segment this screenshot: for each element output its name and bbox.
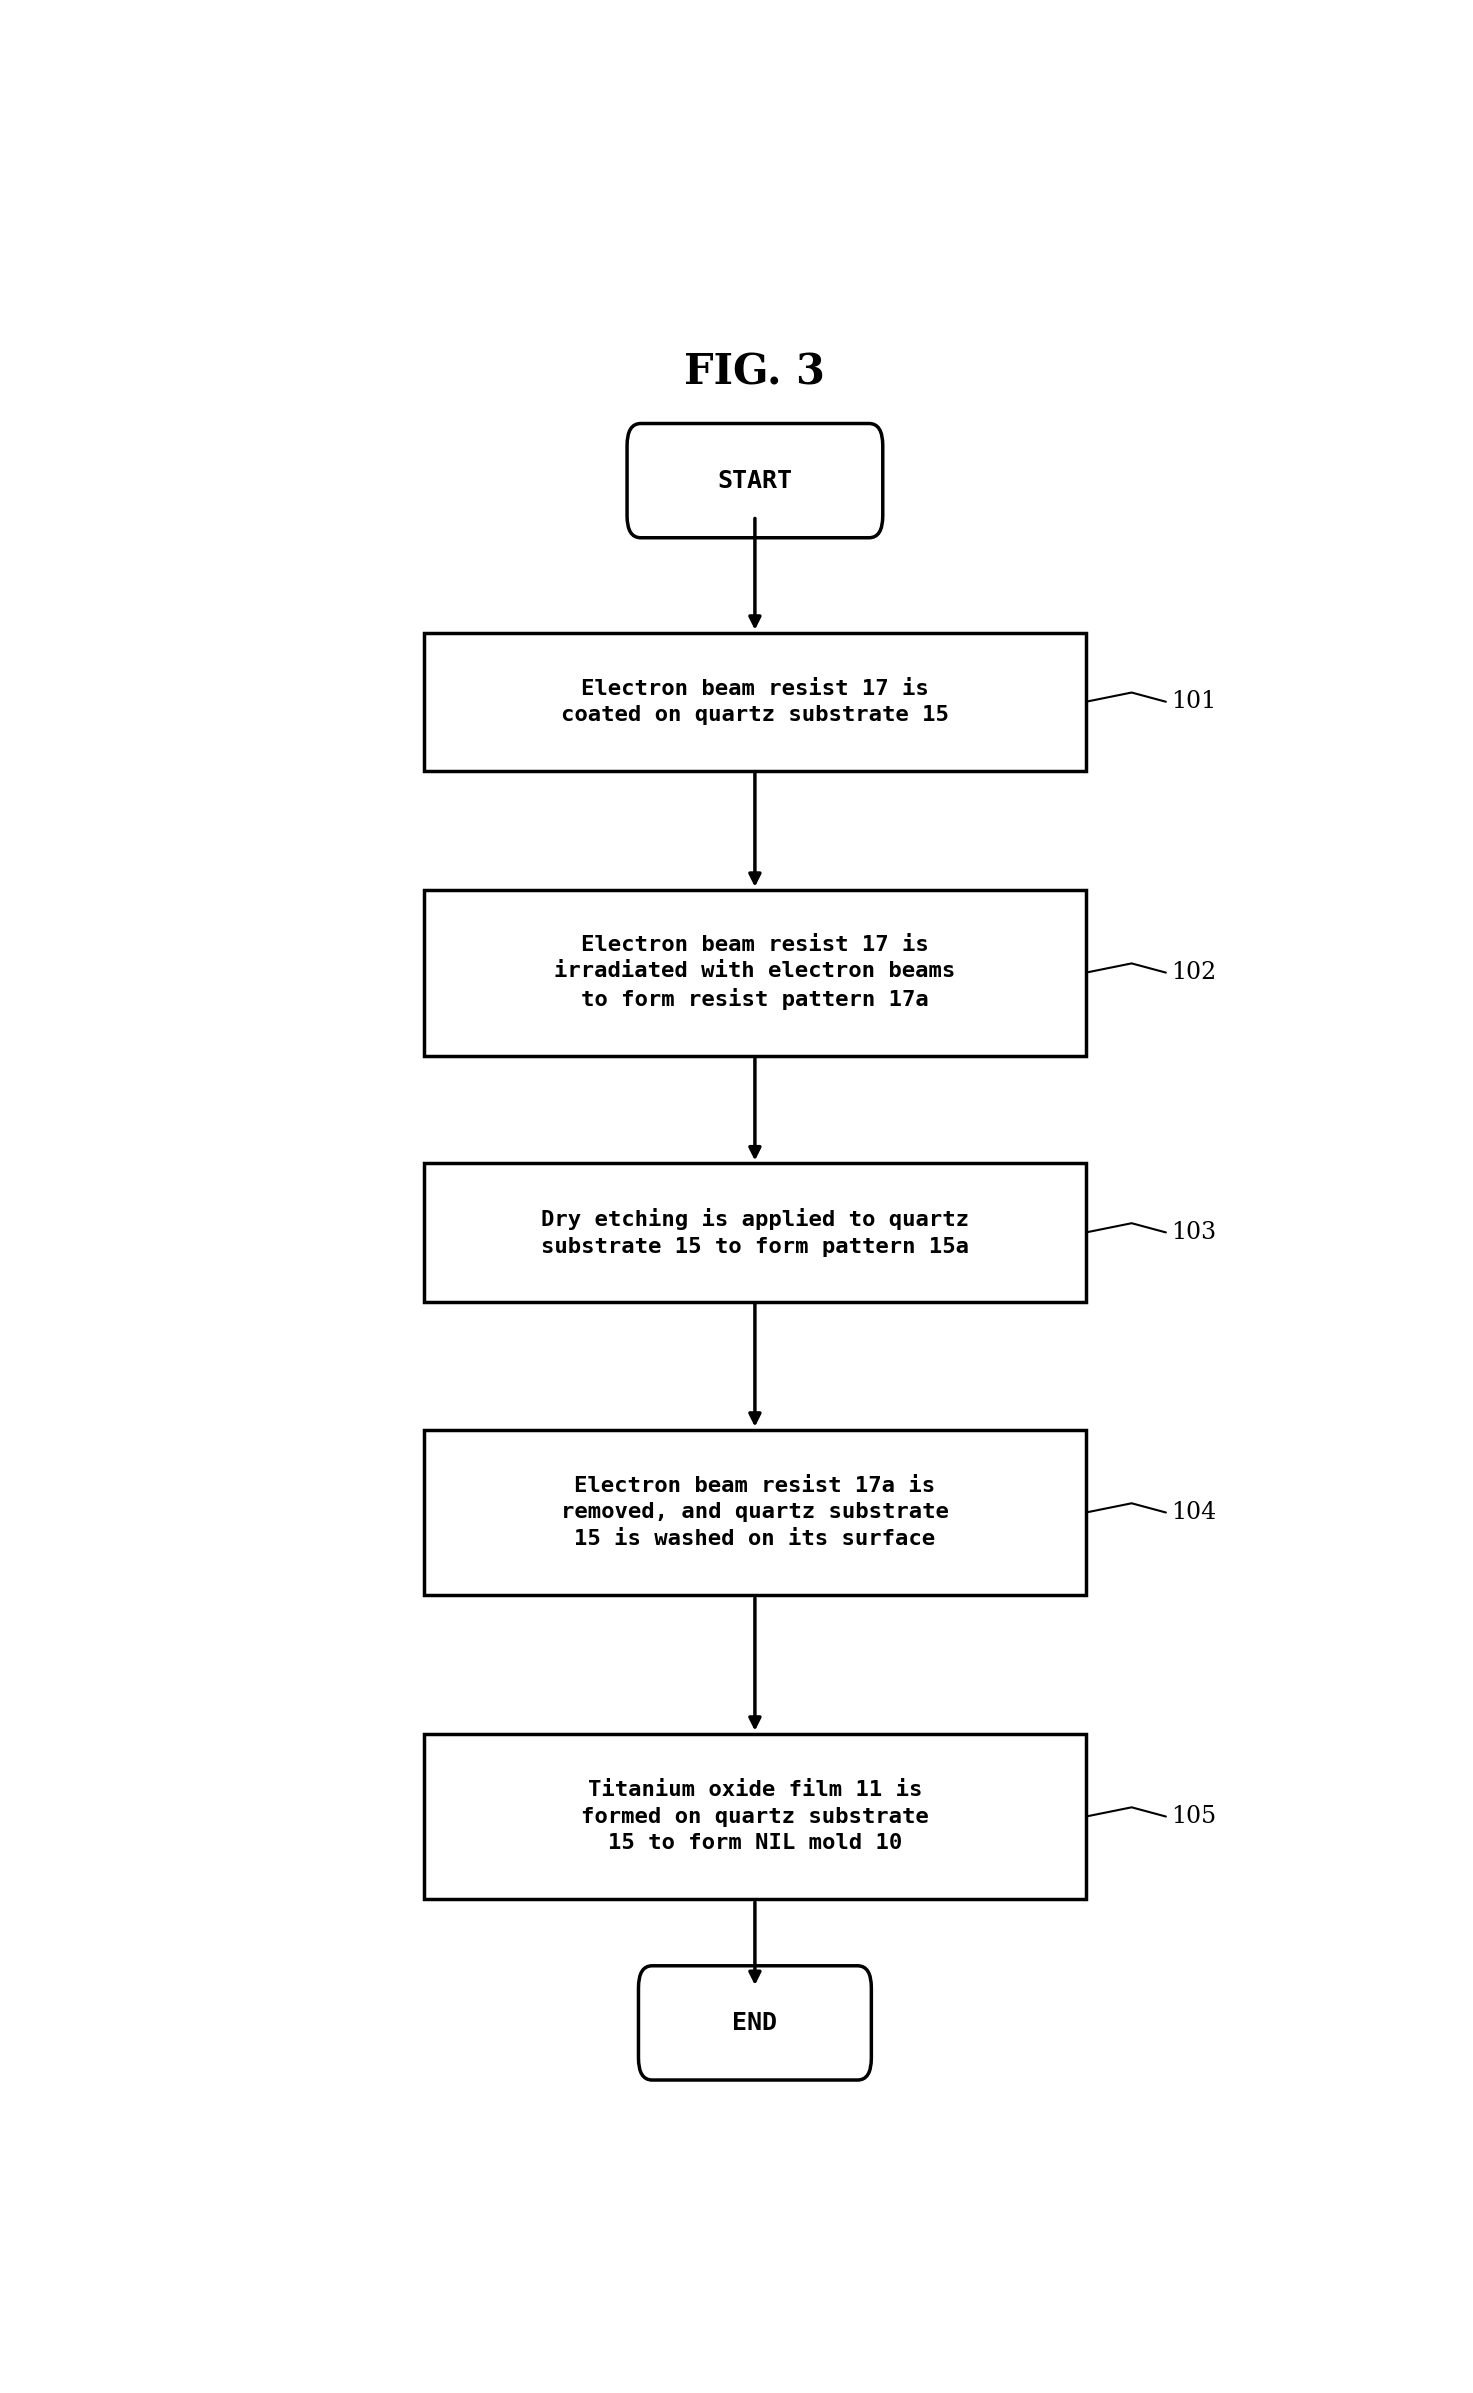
Text: Electron beam resist 17a is
removed, and quartz substrate
15 is washed on its su: Electron beam resist 17a is removed, and…: [561, 1476, 949, 1548]
Bar: [424, 890, 1086, 1055]
Text: 103: 103: [1171, 1220, 1217, 1244]
FancyBboxPatch shape: [627, 424, 882, 538]
Text: END: END: [732, 2010, 778, 2034]
Bar: [424, 1163, 1086, 1302]
Text: 105: 105: [1171, 1804, 1217, 1828]
Bar: [424, 1429, 1086, 1596]
Text: Electron beam resist 17 is
coated on quartz substrate 15: Electron beam resist 17 is coated on qua…: [561, 680, 949, 725]
Text: Titanium oxide film 11 is
formed on quartz substrate
15 to form NIL mold 10: Titanium oxide film 11 is formed on quar…: [580, 1780, 929, 1852]
Text: 101: 101: [1171, 689, 1217, 713]
Text: Dry etching is applied to quartz
substrate 15 to form pattern 15a: Dry etching is applied to quartz substra…: [541, 1208, 969, 1256]
Text: 104: 104: [1171, 1500, 1217, 1524]
Text: 102: 102: [1171, 962, 1217, 984]
Bar: [424, 1733, 1086, 1900]
Text: START: START: [717, 469, 792, 493]
FancyBboxPatch shape: [638, 1965, 872, 2080]
Bar: [424, 632, 1086, 771]
Text: Electron beam resist 17 is
irradiated with electron beams
to form resist pattern: Electron beam resist 17 is irradiated wi…: [554, 936, 956, 1010]
Text: FIG. 3: FIG. 3: [685, 352, 825, 395]
